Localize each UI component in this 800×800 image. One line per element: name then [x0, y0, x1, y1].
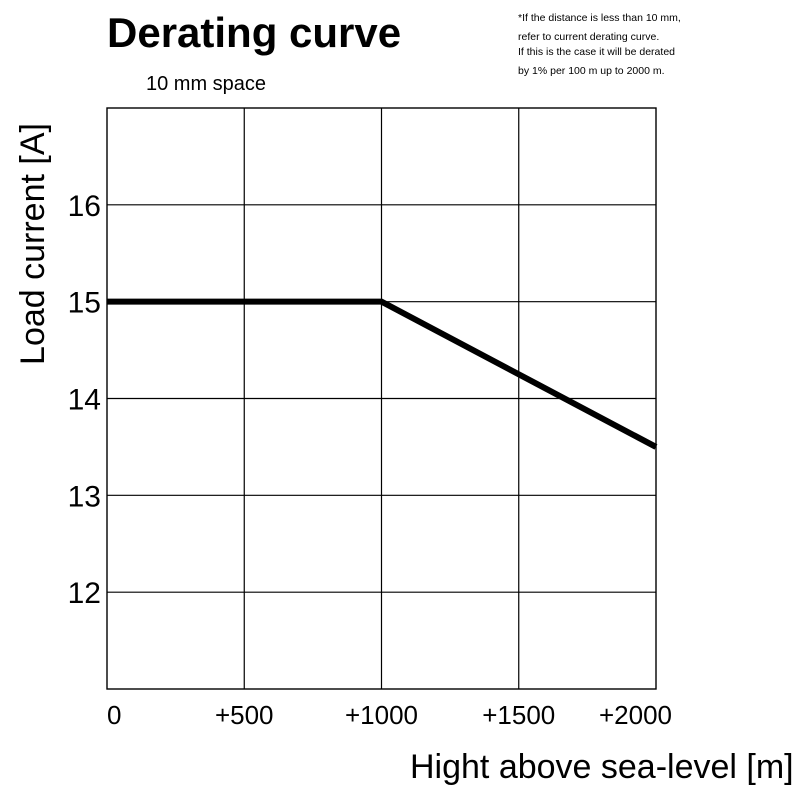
footnote-line: refer to current derating curve.	[518, 31, 659, 43]
footnote-line: *If the distance is less than 10 mm,	[518, 12, 681, 24]
chart-title: Derating curve	[107, 9, 401, 56]
y-tick-label: 15	[68, 287, 101, 320]
y-tick-label: 14	[68, 384, 101, 417]
footnote-line: If this is the case it will be derated	[518, 46, 675, 58]
plot-area	[106, 107, 657, 690]
footnote: *If the distance is less than 10 mm, ref…	[518, 12, 681, 77]
x-tick-labels: 0 +500 +1000 +1500 +2000	[107, 700, 672, 730]
y-tick-labels: 12 13 14 15 16	[68, 190, 101, 610]
data-point	[381, 301, 382, 303]
y-tick-label: 16	[68, 190, 101, 223]
y-axis-label: Load current [A]	[14, 123, 52, 365]
footnote-line: by 1% per 100 m up to 2000 m.	[518, 65, 665, 77]
series-group	[106, 298, 658, 450]
x-tick-label: 0	[107, 700, 121, 730]
grid-lines	[107, 108, 656, 689]
y-tick-label: 13	[68, 480, 101, 513]
x-axis-label: Hight above sea-level [m]	[410, 748, 794, 786]
chart-subtitle: 10 mm space	[146, 73, 266, 95]
data-point	[655, 446, 657, 448]
x-tick-label: +1000	[345, 700, 418, 730]
x-tick-label: +500	[215, 700, 274, 730]
x-tick-label: +1500	[482, 700, 555, 730]
y-tick-label: 12	[68, 577, 101, 610]
data-point	[106, 301, 108, 303]
x-tick-label: +2000	[599, 700, 672, 730]
